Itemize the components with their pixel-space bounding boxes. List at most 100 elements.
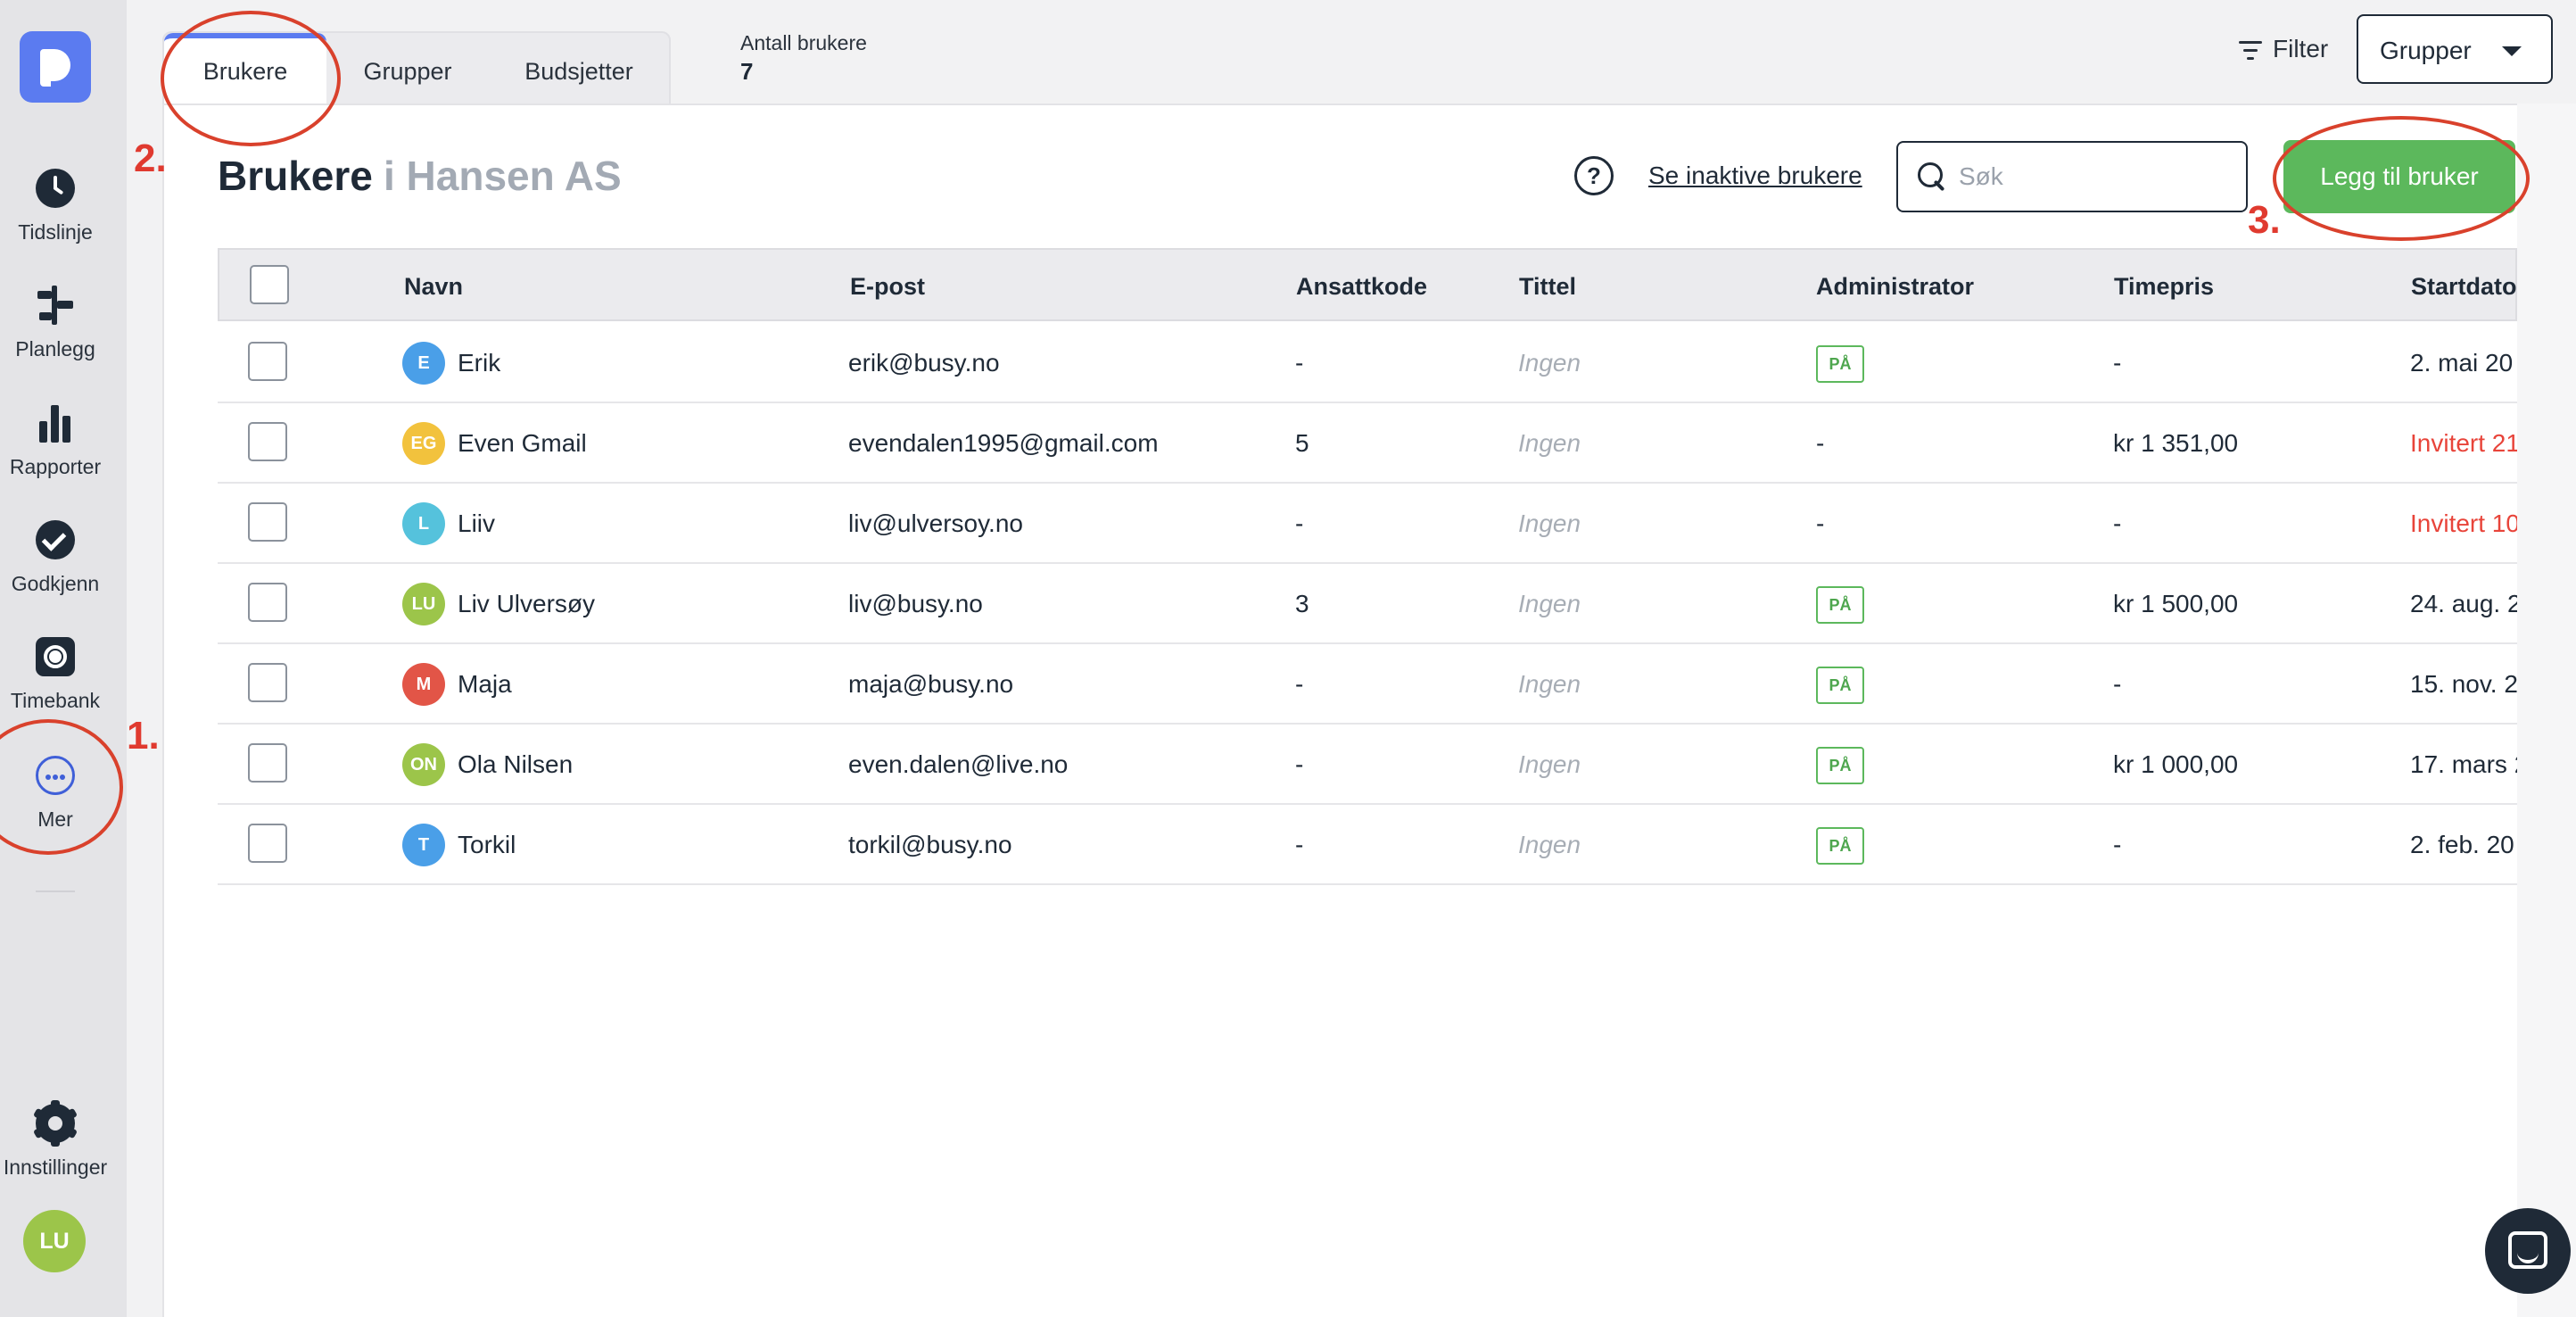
select-all-checkbox[interactable] xyxy=(250,265,289,304)
chat-button[interactable] xyxy=(2485,1208,2571,1294)
column-header-epost[interactable]: E-post xyxy=(850,273,925,300)
table-row[interactable]: T Torkil torkil@busy.no - Ingen PÅ - 2. feb. 20 xyxy=(218,805,2517,885)
search-icon xyxy=(1918,162,1946,191)
sidebar-item-planlegg[interactable]: Planlegg xyxy=(0,275,111,373)
chevron-down-icon xyxy=(2502,46,2522,56)
annotation-circle-add xyxy=(2273,116,2530,241)
sidebar: Tidslinje Planlegg Rapporter Godkjenn Ti… xyxy=(0,0,127,1317)
start-date: 24. aug. 2 xyxy=(2410,590,2522,617)
logo-mark xyxy=(40,49,70,87)
user-count-label: Antall brukere xyxy=(740,31,867,54)
app-logo[interactable] xyxy=(20,31,91,103)
scroll-edge xyxy=(2517,104,2576,1317)
sidebar-item-label: Planlegg xyxy=(15,337,95,360)
row-checkbox[interactable] xyxy=(248,502,287,542)
employee-code: 5 xyxy=(1295,429,1309,457)
row-checkbox[interactable] xyxy=(248,743,287,783)
user-email: evendalen1995@gmail.com xyxy=(848,429,1159,457)
groups-select[interactable]: Grupper xyxy=(2357,14,2553,84)
avatar: T xyxy=(402,824,445,866)
user-email: maja@busy.no xyxy=(848,670,1014,698)
row-checkbox[interactable] xyxy=(248,663,287,702)
filter-icon xyxy=(2239,41,2262,61)
user-name[interactable]: Erik xyxy=(458,349,501,377)
column-header-ansattkode[interactable]: Ansattkode xyxy=(1296,273,1428,300)
user-name[interactable]: Even Gmail xyxy=(458,429,587,457)
row-checkbox[interactable] xyxy=(248,422,287,461)
user-email: even.dalen@live.no xyxy=(848,750,1069,778)
employee-code: - xyxy=(1295,509,1304,537)
table-header: Navn E-post Ansattkode Tittel Administra… xyxy=(218,248,2517,321)
search-input[interactable] xyxy=(1959,153,2226,200)
user-email: torkil@busy.no xyxy=(848,831,1012,858)
bar-chart-icon xyxy=(36,403,75,443)
row-checkbox[interactable] xyxy=(248,342,287,381)
avatar: M xyxy=(402,663,445,706)
sidebar-item-rapporter[interactable]: Rapporter xyxy=(0,393,111,491)
start-date: 15. nov. 2 xyxy=(2410,670,2518,698)
start-date: Invitert 21 xyxy=(2410,429,2520,457)
hourly-rate: kr 1 351,00 xyxy=(2113,429,2239,457)
user-name[interactable]: Liv Ulversøy xyxy=(458,590,596,617)
table-row[interactable]: LU Liv Ulversøy liv@busy.no 3 Ingen PÅ kr 1 50… xyxy=(218,564,2522,644)
sidebar-item-tidslinje[interactable]: Tidslinje xyxy=(0,158,111,256)
admin-value: - xyxy=(1816,429,1825,457)
sidebar-item-innstillinger[interactable]: Innstillinger xyxy=(0,1093,111,1191)
filter-label: Filter xyxy=(2273,35,2329,62)
sidebar-item-godkjenn[interactable]: Godkjenn xyxy=(0,509,111,608)
table-row[interactable]: ON Ola Nilsen even.dalen@live.no - Ingen PÅ kr… xyxy=(218,725,2528,805)
user-email: liv@busy.no xyxy=(848,590,983,617)
sidebar-item-label: Godkjenn xyxy=(11,572,100,595)
help-icon[interactable]: ? xyxy=(1574,156,1614,195)
table-row[interactable]: E Erik erik@busy.no - Ingen PÅ - 2. mai 20 xyxy=(218,323,2517,403)
user-email: erik@busy.no xyxy=(848,349,1000,377)
avatar: L xyxy=(402,502,445,545)
user-avatar[interactable]: LU xyxy=(23,1210,86,1272)
gear-icon xyxy=(32,1100,78,1147)
start-date: 2. feb. 20 xyxy=(2410,831,2514,858)
table-row[interactable]: EG Even Gmail evendalen1995@gmail.com 5 Inge… xyxy=(218,403,2520,484)
start-date: Invitert 10 xyxy=(2410,509,2520,537)
user-name[interactable]: Ola Nilsen xyxy=(458,750,574,778)
hourly-rate: kr 1 500,00 xyxy=(2113,590,2239,617)
column-header-administrator[interactable]: Administrator xyxy=(1816,273,1975,300)
hourly-rate: - xyxy=(2113,349,2122,377)
user-name[interactable]: Liiv xyxy=(458,509,496,537)
hourly-rate: - xyxy=(2113,509,2122,537)
column-header-timepris[interactable]: Timepris xyxy=(2114,273,2215,300)
plan-icon xyxy=(36,286,75,325)
user-title: Ingen xyxy=(1518,831,1581,858)
clock-icon xyxy=(36,169,75,208)
sidebar-item-label: Timebank xyxy=(10,689,101,712)
inactive-users-link[interactable]: Se inaktive brukere xyxy=(1648,162,1862,189)
hourly-rate: - xyxy=(2113,831,2122,858)
column-header-tittel[interactable]: Tittel xyxy=(1519,273,1577,300)
admin-badge: PÅ xyxy=(1816,827,1864,865)
groups-select-value: Grupper xyxy=(2380,37,2472,64)
hourly-rate: kr 1 000,00 xyxy=(2113,750,2239,778)
column-header-navn[interactable]: Navn xyxy=(404,273,464,300)
column-header-startdato[interactable]: Startdato xyxy=(2411,273,2517,300)
start-date: 17. mars 2 xyxy=(2410,750,2529,778)
avatar: LU xyxy=(402,583,445,625)
avatar: E xyxy=(402,342,445,385)
employee-code: - xyxy=(1295,750,1304,778)
sidebar-divider xyxy=(36,890,75,892)
sidebar-item-label: Tidslinje xyxy=(18,220,93,244)
avatar: EG xyxy=(402,422,445,465)
table-row[interactable]: L Liiv liv@ulversoy.no - Ingen - - Invitert 10 xyxy=(218,484,2520,564)
user-name[interactable]: Maja xyxy=(458,670,512,698)
start-date: 2. mai 20 xyxy=(2410,349,2514,377)
row-checkbox[interactable] xyxy=(248,824,287,863)
sidebar-item-timebank[interactable]: Timebank xyxy=(0,626,111,725)
tab-budsjetter[interactable]: Budsjetter xyxy=(524,58,633,85)
admin-badge: PÅ xyxy=(1816,586,1864,624)
tab-grupper[interactable]: Grupper xyxy=(363,58,452,85)
user-title: Ingen xyxy=(1518,670,1581,698)
user-name[interactable]: Torkil xyxy=(458,831,516,858)
employee-code: - xyxy=(1295,349,1304,377)
admin-value: - xyxy=(1816,509,1825,537)
admin-badge: PÅ xyxy=(1816,747,1864,784)
row-checkbox[interactable] xyxy=(248,583,287,622)
table-row[interactable]: M Maja maja@busy.no - Ingen PÅ - 15. nov. 2 xyxy=(218,644,2518,725)
